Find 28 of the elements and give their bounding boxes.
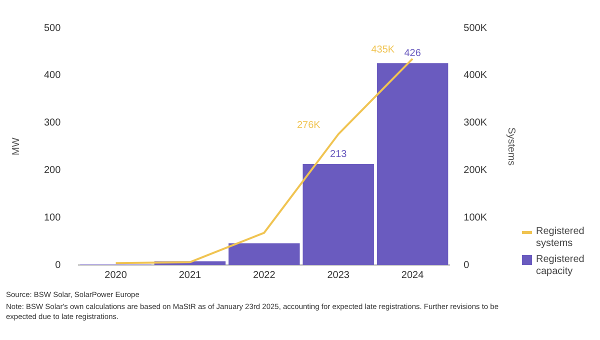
bar xyxy=(376,63,448,265)
x-tick-label: 2021 xyxy=(178,270,202,281)
legend-label: Registered systems xyxy=(536,226,586,250)
y2-tick-label: 0 xyxy=(464,260,470,271)
x-tick-label: 2024 xyxy=(401,270,424,281)
x-tick-label: 2022 xyxy=(253,270,276,281)
x-tick-label: 2023 xyxy=(327,270,350,281)
data-label: 435K xyxy=(371,44,395,56)
y-tick-label: 400 xyxy=(44,70,62,82)
bar xyxy=(302,164,374,265)
data-label: 213 xyxy=(330,148,348,160)
x-tick-label: 2020 xyxy=(104,270,128,281)
y2-axis-title: Systems xyxy=(505,127,516,166)
y-tick-label: 200 xyxy=(44,164,62,176)
bar xyxy=(228,243,300,265)
y2-tick-label: 400K xyxy=(464,70,488,82)
y-axis-title: MW xyxy=(10,137,22,156)
data-label: 426 xyxy=(404,48,422,59)
y-tick-label: 100 xyxy=(44,212,62,224)
y2-tick-label: 100K xyxy=(464,212,488,224)
y-tick-label: 300 xyxy=(44,118,62,129)
y2-tick-label: 500K xyxy=(464,22,488,34)
y-tick-label: 0 xyxy=(55,260,62,271)
data-label: 276K xyxy=(297,120,321,131)
legend-label: Registered capacity xyxy=(536,254,586,278)
y2-tick-label: 200K xyxy=(464,164,488,176)
y2-tick-label: 300K xyxy=(464,118,488,129)
y-tick-label: 500 xyxy=(44,22,62,34)
